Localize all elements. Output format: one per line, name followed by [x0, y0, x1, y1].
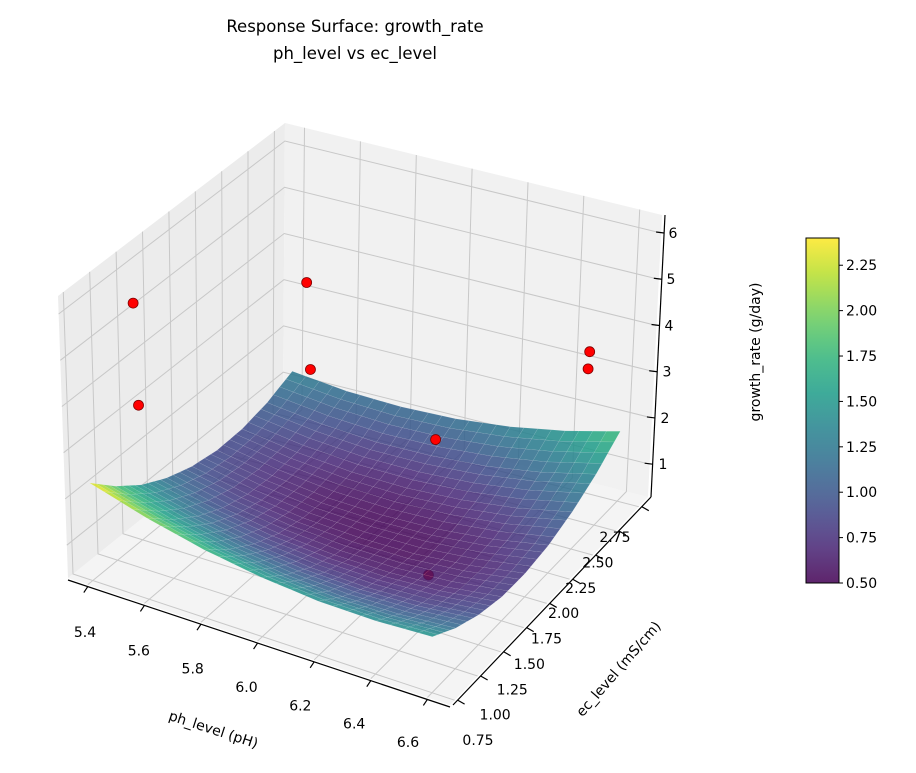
- surface-patch: [587, 452, 609, 464]
- z-tick: [656, 231, 665, 234]
- x-tick-label: 6.0: [235, 680, 257, 696]
- z-tick: [646, 416, 655, 419]
- y-tick-label: 1.75: [531, 632, 562, 648]
- colorbar-scale: [805, 237, 840, 584]
- y-tick: [457, 699, 465, 705]
- colorbar-tick-label: 1.75: [846, 349, 877, 365]
- gridline-z: [63, 279, 655, 454]
- y-tick-label: 2.50: [582, 555, 613, 571]
- y-tick: [618, 530, 627, 536]
- z-tick-label: 6: [669, 226, 678, 242]
- y-tick-label: 1.00: [480, 708, 511, 724]
- surface-patch: [593, 441, 615, 454]
- colorbar-tick-label: 0.50: [846, 576, 877, 592]
- chart-title-line-1: Response Surface: growth_rate: [226, 17, 483, 37]
- gridline-x: [427, 209, 641, 698]
- colorbar-tick-label: 2.00: [846, 304, 877, 320]
- surface-patch: [470, 602, 491, 611]
- data-point: [133, 399, 144, 411]
- x-axis-line: [67, 579, 451, 708]
- z-tick: [653, 277, 662, 280]
- x-tick-label: 5.8: [182, 662, 204, 678]
- colorbar-tick-label: 1.00: [846, 485, 877, 501]
- surface-patch: [510, 564, 532, 574]
- chart-title-line-2: ph_level vs ec_level: [273, 44, 437, 64]
- y-tick-label: 2.25: [565, 581, 596, 597]
- z-axis-line: [650, 214, 666, 498]
- data-point: [301, 277, 313, 288]
- data-point: [127, 297, 139, 309]
- gridline-z: [58, 140, 662, 315]
- x-axis-label: ph_level (pH): [167, 708, 260, 752]
- y-axis-line: [452, 496, 652, 706]
- surface-patch: [440, 621, 462, 629]
- response-surface: [89, 370, 621, 637]
- surface-patch: [534, 535, 555, 546]
- colorbar: 0.50 0.75 1.00 1.25 1.50 1.75 2.00 2.25: [805, 237, 877, 592]
- y-tick-label: 2.75: [599, 530, 630, 546]
- gridline-y: [62, 291, 455, 701]
- colorbar-tick-label: 0.75: [846, 531, 877, 547]
- z-tick: [651, 323, 660, 327]
- y-tick: [480, 675, 488, 681]
- gridline-z: [61, 232, 657, 407]
- y-tick: [526, 627, 534, 633]
- surface-patch: [475, 598, 497, 607]
- x-tick: [309, 661, 315, 669]
- gridline-y: [89, 271, 478, 677]
- z-tick-label: 2: [661, 411, 670, 427]
- gridline-z: [64, 325, 653, 500]
- y-axis-label: ec_level (mS/cm): [573, 619, 664, 720]
- data-point: [305, 364, 316, 375]
- z-axis-label: growth_rate (g/day): [748, 283, 764, 422]
- y-tick-label: 1.50: [514, 657, 545, 673]
- y-tick: [641, 506, 650, 512]
- data-point: [582, 363, 594, 375]
- y-tick: [572, 578, 581, 584]
- y-tick: [549, 602, 557, 608]
- x-tick: [83, 586, 89, 593]
- y-tick-label: 1.25: [497, 682, 528, 698]
- z-tick: [649, 370, 658, 373]
- left-wall-pane: [58, 123, 285, 578]
- surface-patch: [557, 501, 579, 513]
- x-tick-label: 6.4: [343, 717, 365, 733]
- z-tick-label: 3: [663, 365, 672, 381]
- colorbar-tick-label: 1.25: [846, 440, 877, 456]
- x-tick: [422, 699, 428, 706]
- surface-patch: [464, 607, 485, 615]
- x-tick: [253, 642, 259, 650]
- y-tick: [595, 554, 604, 560]
- surface-patch: [417, 630, 439, 637]
- colorbar-tick-label: 2.25: [846, 258, 877, 274]
- surface-patch: [569, 482, 591, 494]
- y-tick-label: 2.00: [548, 606, 579, 622]
- x-tick-label: 6.2: [289, 698, 311, 714]
- y-tick-label: 0.75: [462, 733, 493, 749]
- tick-labels: 5.4 5.6 5.8 6.0 6.2 6.4 6.6 0.75 1.00 1.25 1.50 1.7…: [74, 226, 678, 751]
- x-tick: [196, 623, 202, 631]
- data-point: [584, 346, 596, 358]
- x-tick: [366, 680, 372, 687]
- y-tick: [503, 651, 511, 657]
- x-tick-label: 6.6: [397, 735, 419, 751]
- scatter-points: [127, 277, 596, 445]
- x-tick-label: 5.4: [74, 625, 96, 641]
- x-tick-label: 5.6: [128, 643, 150, 659]
- surface-patch: [600, 430, 621, 443]
- z-tick-label: 5: [667, 272, 676, 288]
- z-tick-label: 4: [665, 318, 674, 334]
- data-point: [430, 434, 442, 445]
- colorbar-tick-label: 1.50: [846, 394, 877, 410]
- x-tick: [139, 605, 145, 612]
- z-tick: [644, 462, 653, 465]
- surface-patch: [575, 473, 597, 484]
- z-tick-label: 1: [659, 457, 668, 473]
- axis-lines: [67, 214, 666, 708]
